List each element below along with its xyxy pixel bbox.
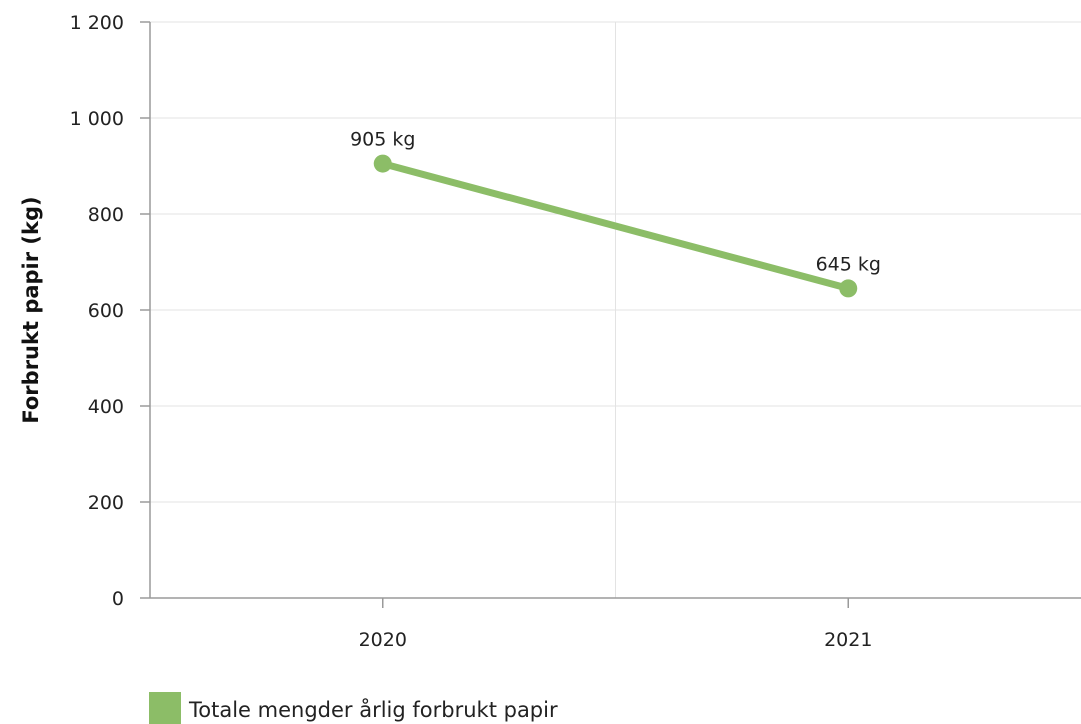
y-tick-label: 600 [88,300,124,322]
legend-label: Totale mengder årlig forbrukt papir [188,697,558,722]
data-label: 645 kg [816,253,881,275]
series-group: 905 kg 645 kg [350,129,881,298]
legend-swatch [149,692,181,724]
y-tick-label: 400 [88,396,124,418]
series-line [379,160,852,292]
y-tick-label: 1 000 [70,108,124,130]
grid-lines [150,21,1081,598]
x-tick-label: 2020 [359,629,407,651]
y-tick-label: 0 [112,588,124,610]
y-tick-label: 200 [88,492,124,514]
x-axis-ticks: 2020 2021 [359,598,872,651]
y-tick-label: 1 200 [70,12,124,34]
data-label: 905 kg [350,129,415,151]
data-point[interactable] [373,154,392,173]
x-tick-label: 2021 [824,629,872,651]
y-axis-label: Forbrukt papir (kg) [19,196,43,423]
y-tick-label: 800 [88,204,124,226]
y-axis-ticks: 0 200 400 600 800 1 000 1 200 [70,12,150,610]
data-point[interactable] [839,279,858,298]
legend[interactable]: Totale mengder årlig forbrukt papir [149,692,558,724]
